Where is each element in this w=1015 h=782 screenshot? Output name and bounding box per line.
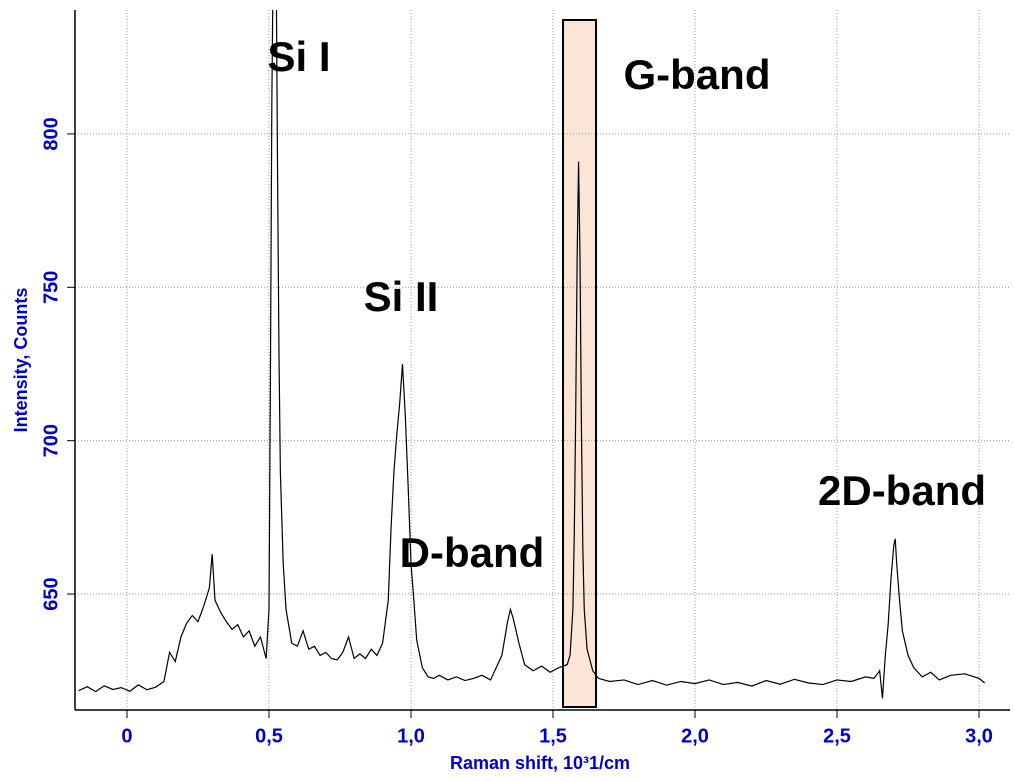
x-tick-label: 2,5 — [823, 725, 851, 747]
x-tick-label: 3,0 — [965, 725, 993, 747]
peak-annotation: 2D-band — [818, 467, 986, 514]
peak-annotation: D-band — [400, 529, 545, 576]
peak-annotation: G-band — [624, 51, 771, 98]
y-axis-title: Intensity, Counts — [11, 288, 31, 433]
x-axis-title: Raman shift, 10³1/cm — [450, 753, 630, 773]
x-tick-label: 1,0 — [397, 725, 425, 747]
x-tick-label: 1,5 — [539, 725, 567, 747]
peak-annotation: Si II — [364, 273, 439, 320]
spectrum-line — [78, 10, 986, 699]
grid — [75, 10, 1010, 710]
y-tick-label: 650 — [40, 577, 62, 610]
g-band-highlight — [562, 19, 597, 708]
y-tick-label: 750 — [40, 271, 62, 304]
y-tick-label: 800 — [40, 117, 62, 150]
x-tick-label: 0 — [121, 725, 132, 747]
x-tick-label: 2,0 — [681, 725, 709, 747]
plot-area — [78, 10, 986, 699]
y-tick-label: 700 — [40, 424, 62, 457]
x-tick-label: 0,5 — [255, 725, 283, 747]
peak-annotation: Si I — [267, 33, 330, 80]
